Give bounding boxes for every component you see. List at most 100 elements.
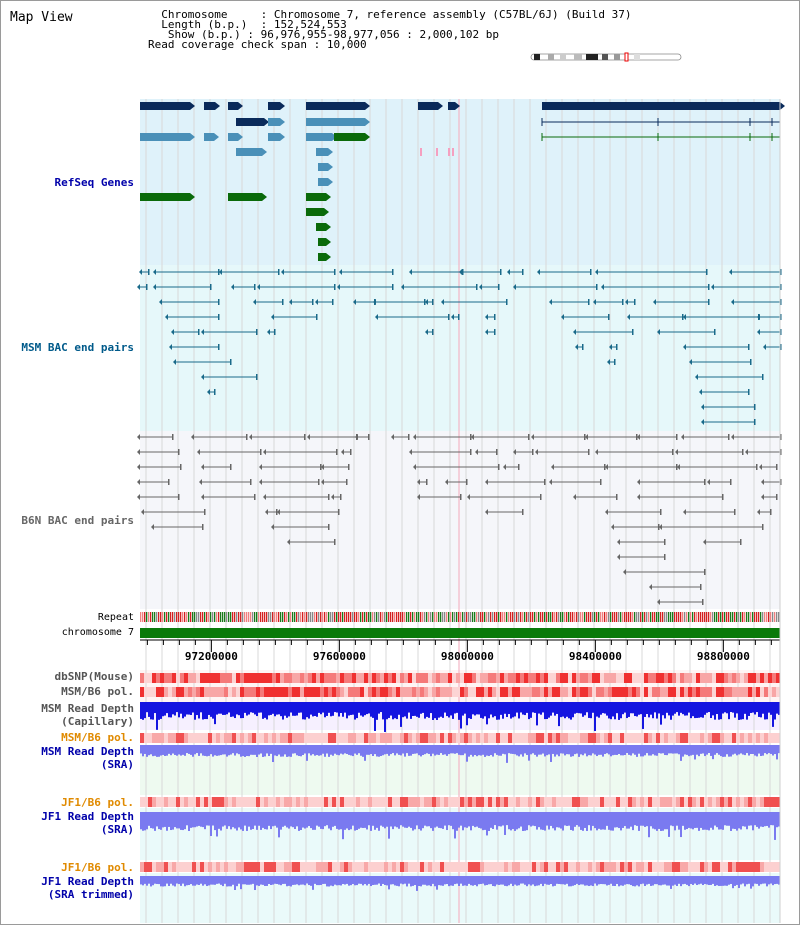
msm-depth-capillary-label-1[interactable]: MSM Read Depth [41, 702, 134, 715]
length-row: Length (b.p.) : 152,524,553 [161, 18, 347, 31]
depth-bar-jf1-sra [216, 812, 218, 837]
depth-bar-capillary [458, 702, 460, 720]
repeat-block [336, 612, 338, 622]
msm-depth-capillary-label-2[interactable]: (Capillary) [61, 715, 134, 728]
msm-depth-sra-label-2[interactable]: (SRA) [100, 758, 134, 771]
depth-bar-jf1-trim [722, 876, 724, 886]
depth-bar-capillary [452, 702, 454, 719]
depth-bar-msm-sra [148, 745, 150, 756]
heat-cell [352, 797, 356, 807]
bac-end-left [141, 509, 144, 515]
heat-cell [248, 673, 252, 683]
repeat-block [320, 612, 322, 622]
heat-cell [156, 797, 160, 807]
msm-depth-sra-label-1[interactable]: MSM Read Depth [41, 745, 134, 758]
repeat-block [588, 612, 590, 622]
depth-bar-jf1-sra [746, 812, 748, 830]
bac-end-left [201, 464, 204, 470]
heat-cell [252, 673, 256, 683]
heat-cell [508, 862, 512, 872]
depth-bar-msm-sra [464, 745, 466, 754]
depth-bar-msm-sra [734, 745, 736, 754]
depth-bar-capillary [164, 702, 166, 716]
depth-bar-jf1-sra [528, 812, 530, 826]
depth-bar-jf1-trim [728, 876, 730, 885]
msm-b6-pol-label-2[interactable]: MSM/B6 pol. [61, 731, 134, 744]
depth-bar-capillary [148, 702, 150, 717]
heat-cell [220, 687, 224, 697]
depth-bar-msm-sra [382, 745, 384, 756]
depth-bar-msm-sra [438, 745, 440, 755]
jf1-depth-trim-label-2[interactable]: (SRA trimmed) [47, 888, 134, 901]
heat-cell [704, 862, 708, 872]
repeat-block [226, 612, 228, 622]
b6n-bac-track-bg [140, 431, 780, 609]
depth-bar-jf1-trim [656, 876, 658, 885]
msm-b6-pol-label[interactable]: MSM/B6 pol. [61, 685, 134, 698]
heat-cell [724, 673, 728, 683]
repeat-block [728, 612, 730, 622]
depth-bar-jf1-trim [468, 876, 470, 884]
depth-bar-jf1-trim [612, 876, 614, 886]
depth-bar-msm-sra [156, 745, 158, 757]
heat-cell [432, 733, 436, 743]
depth-bar-jf1-sra [718, 812, 720, 830]
depth-bar-jf1-trim [386, 876, 388, 886]
depth-bar-jf1-sra [508, 812, 510, 830]
jf1-b6-pol-label-2[interactable]: JF1/B6 pol. [61, 861, 134, 874]
heat-cell [188, 797, 192, 807]
repeat-block [204, 612, 206, 622]
depth-bar-jf1-trim [472, 876, 474, 886]
heat-cell [608, 733, 612, 743]
heat-cell [220, 797, 224, 807]
heat-cell [280, 673, 284, 683]
gene-strand-arrow [326, 193, 331, 201]
heat-cell [480, 862, 484, 872]
depth-bar-capillary [598, 702, 600, 718]
repeat-block [366, 612, 368, 622]
depth-bar-capillary [162, 702, 164, 717]
heat-cell [388, 862, 392, 872]
msm-bac-label[interactable]: MSM BAC end pairs [21, 341, 134, 354]
depth-bar-capillary [516, 702, 518, 713]
jf1-depth-trim-label-1[interactable]: JF1 Read Depth [41, 875, 134, 888]
b6n-bac-label[interactable]: B6N BAC end pairs [21, 514, 134, 527]
repeat-block [534, 612, 536, 622]
bac-end-left [471, 434, 474, 440]
depth-bar-jf1-sra [692, 812, 694, 830]
chromosome-ideogram[interactable] [530, 52, 682, 62]
heat-cell [588, 733, 592, 743]
refseq-genes-label[interactable]: RefSeq Genes [54, 176, 134, 189]
heat-cell [556, 862, 560, 872]
dbsnp-label[interactable]: dbSNP(Mouse) [54, 670, 134, 683]
repeat-block [338, 612, 340, 622]
depth-bar-msm-sra [592, 745, 594, 754]
heat-cell [640, 733, 644, 743]
depth-bar-jf1-trim [384, 876, 386, 885]
heat-cell [612, 733, 616, 743]
heat-cell [296, 797, 300, 807]
depth-bar-capillary [248, 702, 250, 715]
bac-end-right [780, 329, 782, 335]
jf1-depth-sra-label-1[interactable]: JF1 Read Depth [41, 810, 134, 823]
depth-bar-jf1-sra [520, 812, 522, 827]
repeat-block [462, 612, 464, 622]
depth-bar-capillary [370, 702, 372, 717]
heat-cell [152, 687, 156, 697]
heat-cell [744, 673, 748, 683]
heat-cell [552, 733, 556, 743]
heat-cell [500, 733, 504, 743]
jf1-b6-pol-label[interactable]: JF1/B6 pol. [61, 796, 134, 809]
heat-cell [236, 673, 240, 683]
jf1-depth-sra-label-2[interactable]: (SRA) [100, 823, 134, 836]
bac-end-right [282, 299, 284, 305]
depth-bar-capillary [240, 702, 242, 719]
bac-end-left [609, 344, 612, 350]
repeat-block [376, 612, 378, 622]
repeat-block [330, 612, 332, 622]
depth-bar-jf1-sra [642, 812, 644, 826]
depth-bar-capillary [180, 702, 182, 714]
heat-cell [404, 673, 408, 683]
depth-bar-msm-sra [380, 745, 382, 757]
heat-cell [184, 673, 188, 683]
